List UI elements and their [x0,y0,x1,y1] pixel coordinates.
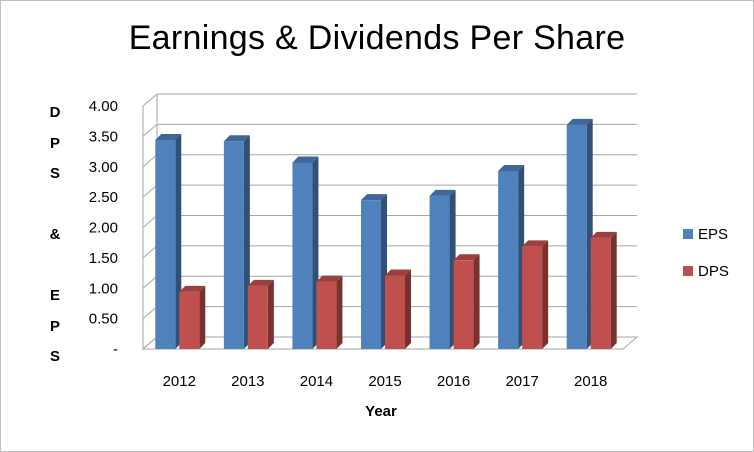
side-gridline [142,215,158,228]
bar-top [223,135,250,142]
bar-front [590,237,611,349]
bar-front [566,124,587,350]
y-tick-label: 3.00 [89,159,118,176]
x-tick-label: 2014 [300,373,333,390]
bar-eps-2014 [292,156,319,349]
bar-side [405,269,411,349]
x-tick-label: 2013 [231,373,264,390]
x-tick-label: 2015 [368,373,401,390]
bar-side [199,285,206,349]
bar-side [267,279,274,349]
y-axis-label-letter: P [49,317,60,335]
bar-front [385,275,405,349]
bar-front [429,195,450,349]
bar-front [316,281,337,349]
bar-dps-2013 [247,279,274,349]
y-axis-label-letter: P [49,134,60,152]
y-tick-label: 2.00 [89,220,118,237]
bar-eps-2016 [429,189,456,349]
x-tick-label: 2017 [505,373,538,390]
side-gridline [142,154,158,168]
bar-top [590,231,617,238]
side-gridline [142,93,158,107]
bar-side [473,254,480,349]
y-tick-label: 1.50 [89,250,118,267]
bar-dps-2018 [590,231,617,349]
y-axis-label-letter: S [49,165,60,182]
legend-swatch-dps [683,266,693,276]
bar-top [316,275,343,282]
y-tick-label: 0.50 [89,311,118,328]
bar-top [155,134,182,141]
x-tick-label: 2016 [437,373,470,390]
legend-swatch-eps [683,229,693,239]
y-axis-label-letter: & [49,226,61,243]
bar-top [429,189,456,196]
bar-dps-2015 [385,269,411,349]
bar-top [292,156,319,163]
legend-label-eps: EPS [698,226,728,243]
bar-top [385,269,411,276]
bar-dps-2014 [316,275,343,349]
bar-dps-2017 [522,240,549,349]
chart-title: Earnings & Dividends Per Share [128,19,626,57]
bar-top [566,118,593,125]
y-axis-label-letter: S [49,348,60,365]
bar-eps-2015 [361,194,387,349]
bar-top [522,240,549,247]
bar-side [542,240,549,349]
bar-front [522,246,543,349]
bar-top [453,254,480,261]
bar-eps-2013 [223,135,250,349]
bar-front [223,141,244,349]
bar-front [498,171,519,349]
bar-top [247,279,274,286]
y-tick-label: 3.50 [89,128,118,145]
bar-dps-2012 [179,285,206,349]
side-gridline [142,306,158,320]
y-axis-label-letter: E [49,287,60,304]
x-tick-label: 2012 [163,373,196,390]
y-axis-label-letter: D [49,104,61,121]
bar-top [179,285,206,292]
y-tick-label: 1.00 [89,280,118,297]
side-gridline [142,275,158,289]
x-axis-label: Year [365,403,397,420]
bar-front [155,140,176,349]
bar-eps-2017 [498,165,525,349]
bar-top [361,194,387,201]
bar-front [247,285,268,349]
y-tick-label: 4.00 [89,98,118,115]
side-gridline [142,123,158,137]
bar-side [336,275,343,349]
bar-dps-2016 [453,254,480,349]
bar-front [292,162,313,349]
bar-front [361,200,381,349]
y-tick-label: 2.50 [89,189,118,206]
bar-top [498,165,525,172]
legend-label-dps: DPS [698,263,729,280]
bar-front [179,291,200,349]
bar-eps-2012 [155,134,182,349]
bar-front [453,260,474,349]
bar-side [610,231,617,349]
y-tick-label: - [113,341,118,358]
x-tick-label: 2018 [574,373,607,390]
bar-eps-2018 [566,118,593,350]
side-gridline [142,184,158,198]
side-gridline [142,245,158,259]
